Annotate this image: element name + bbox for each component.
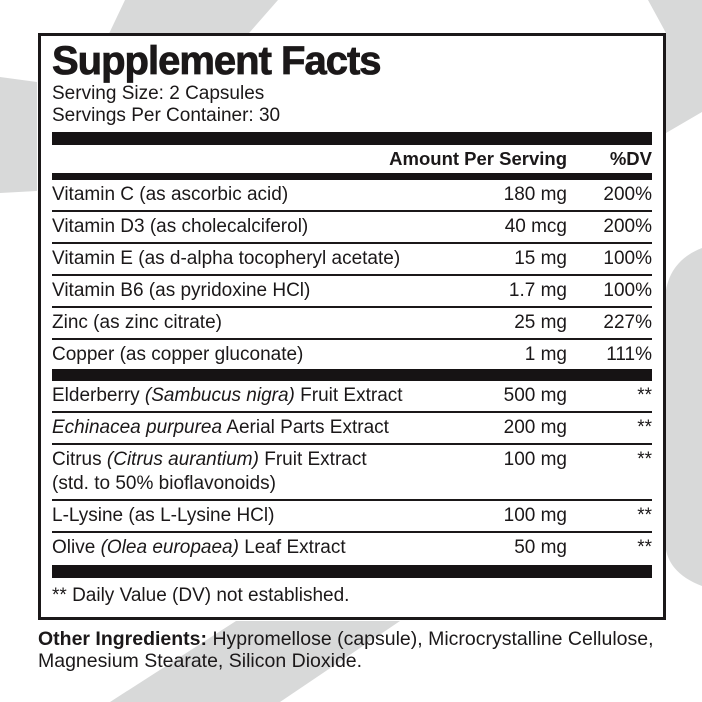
vitamins-minerals-section: Vitamin C (as ascorbic acid) 180 mg 200%… — [52, 180, 652, 369]
ingredient-dv: 100% — [603, 279, 652, 301]
divider-bar-mid — [52, 369, 652, 382]
ingredient-amount: 200 mg — [503, 417, 567, 439]
ingredient-amount: 40 mcg — [504, 216, 567, 238]
table-row: L-Lysine (as L-Lysine HCl) 100 mg ** — [52, 499, 652, 531]
dv-footnote: ** Daily Value (DV) not established. — [52, 584, 350, 606]
table-row: Echinacea purpurea Aerial Parts Extract … — [52, 411, 652, 443]
table-row: Vitamin C (as ascorbic acid) 180 mg 200% — [52, 180, 652, 210]
header-percent-dv: %DV — [609, 148, 652, 170]
background-wedge-top-right — [648, 0, 702, 133]
ingredient-dv: ** — [637, 536, 652, 558]
supplement-facts-panel: Supplement Facts Serving Size: 2 Capsule… — [38, 33, 666, 620]
divider-bar-bottom — [52, 564, 652, 578]
table-row: Olive (Olea europaea) Leaf Extract 50 mg… — [52, 530, 652, 563]
ingredient-dv: ** — [637, 505, 652, 527]
servings-per-container: Servings Per Container: 30 — [52, 104, 281, 126]
background-arc-right — [665, 248, 702, 586]
ingredient-name: Olive (Olea europaea) Leaf Extract — [52, 536, 346, 558]
table-row: Elderberry (Sambucus nigra) Fruit Extrac… — [52, 381, 652, 411]
ingredient-amount: 500 mg — [503, 385, 567, 407]
divider-bar-under-header — [52, 173, 652, 181]
ingredient-name: Vitamin D3 (as cholecalciferol) — [52, 216, 309, 238]
ingredient-name: Echinacea purpurea Aerial Parts Extract — [52, 417, 389, 439]
panel-title: Supplement Facts — [52, 39, 382, 83]
ingredient-name: Vitamin E (as d-alpha tocopheryl acetate… — [52, 247, 401, 269]
ingredient-name: Copper (as copper gluconate) — [52, 343, 304, 365]
ingredient-amount: 1 mg — [524, 343, 567, 365]
botanicals-section: Elderberry (Sambucus nigra) Fruit Extrac… — [52, 381, 652, 562]
ingredient-amount: 25 mg — [514, 311, 567, 333]
background-wedge-top — [106, 0, 278, 40]
table-row: Vitamin D3 (as cholecalciferol) 40 mcg 2… — [52, 210, 652, 242]
divider-bar-thick-top — [52, 132, 652, 146]
ingredient-dv: ** — [637, 385, 652, 407]
table-row: Zinc (as zinc citrate) 25 mg 227% — [52, 305, 652, 338]
other-ingredients-label: Other Ingredients: — [38, 628, 208, 650]
ingredient-dv: ** — [637, 449, 652, 471]
ingredient-name: Citrus (Citrus aurantium) Fruit Extract(… — [52, 449, 367, 495]
ingredient-dv: 200% — [603, 184, 652, 206]
table-header: Amount Per Serving %DV — [52, 145, 652, 173]
background-wedge-left — [0, 77, 37, 193]
serving-size: Serving Size: 2 Capsules — [52, 83, 265, 105]
ingredient-amount: 15 mg — [514, 247, 567, 269]
ingredient-amount: 180 mg — [503, 184, 567, 206]
other-ingredients-text: Hypromellose (capsule), Microcrystalline… — [38, 628, 654, 673]
ingredient-amount: 100 mg — [503, 449, 567, 471]
ingredient-dv: 227% — [603, 311, 652, 333]
ingredient-dv: 100% — [603, 247, 652, 269]
table-row: Vitamin E (as d-alpha tocopheryl acetate… — [52, 241, 652, 274]
ingredient-name: Elderberry (Sambucus nigra) Fruit Extrac… — [52, 385, 403, 407]
other-ingredients: Other Ingredients: Hypromellose (capsule… — [38, 628, 664, 672]
ingredient-dv: 111% — [606, 343, 652, 365]
ingredient-amount: 100 mg — [503, 505, 567, 527]
ingredient-amount: 50 mg — [514, 536, 567, 558]
table-row: Citrus (Citrus aurantium) Fruit Extract(… — [52, 443, 652, 499]
ingredient-name: L-Lysine (as L-Lysine HCl) — [52, 505, 275, 527]
table-row: Copper (as copper gluconate) 1 mg 111% — [52, 337, 652, 370]
ingredient-dv: ** — [637, 417, 652, 439]
header-amount-per-serving: Amount Per Serving — [389, 148, 567, 170]
table-row: Vitamin B6 (as pyridoxine HCl) 1.7 mg 10… — [52, 273, 652, 306]
ingredient-name: Vitamin C (as ascorbic acid) — [52, 184, 289, 206]
ingredient-name: Zinc (as zinc citrate) — [52, 311, 222, 333]
ingredient-amount: 1.7 mg — [508, 279, 567, 301]
background-wedge-bottom — [110, 621, 400, 702]
ingredient-dv: 200% — [603, 216, 652, 238]
ingredient-name: Vitamin B6 (as pyridoxine HCl) — [52, 279, 311, 301]
